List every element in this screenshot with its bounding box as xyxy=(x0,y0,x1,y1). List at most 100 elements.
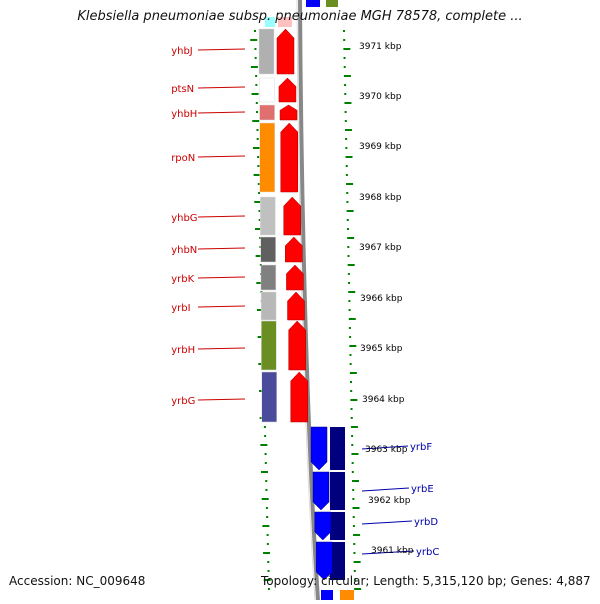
gene-arrow-yhbH[interactable] xyxy=(279,104,298,121)
gene-arrow-yrbI[interactable] xyxy=(287,291,305,321)
gene-arrow-yrbD[interactable] xyxy=(314,511,332,541)
gene-label-yrbD[interactable]: yrbD xyxy=(414,517,438,528)
tick-mark xyxy=(349,354,352,356)
cog-bar-yrbE xyxy=(330,472,345,510)
tick-mark xyxy=(352,507,360,509)
tick-mark xyxy=(345,174,348,176)
cog-color-bars xyxy=(258,0,354,600)
gene-label-yrbC[interactable]: yrbC xyxy=(416,547,439,558)
tick-mark xyxy=(348,309,351,311)
gene-label-yhbH[interactable]: yhbH xyxy=(171,109,197,120)
gene-arrow-yrbK[interactable] xyxy=(286,264,304,291)
tick-mark xyxy=(353,552,356,554)
gene-label-rpoN[interactable]: rpoN xyxy=(171,153,195,164)
tick-mark xyxy=(345,138,348,140)
tick-mark xyxy=(345,156,353,158)
cog-bar-rpoN xyxy=(259,122,276,193)
tick-mark xyxy=(345,147,348,149)
cog-bar-yrbF xyxy=(330,427,345,470)
accession-label: Accession: NC_009648 xyxy=(9,574,146,588)
cog-bar-yrbI xyxy=(260,291,277,321)
gene-label-yrbK[interactable]: yrbK xyxy=(171,274,194,285)
tick-mark xyxy=(257,183,260,185)
tick-mark xyxy=(351,453,359,455)
tick-mark xyxy=(256,129,259,131)
gene-arrow-rpoN[interactable] xyxy=(280,122,299,193)
tick-mark xyxy=(348,327,351,329)
gene-arrow-partial[interactable] xyxy=(306,0,320,7)
ruler-label: 3969 kbp xyxy=(359,142,402,152)
tick-mark xyxy=(264,453,267,455)
tick-mark xyxy=(261,471,269,473)
gene-arrow-yhbJ[interactable] xyxy=(276,28,295,75)
leader-line xyxy=(197,48,246,51)
tick-mark xyxy=(353,534,361,536)
cog-bar-ptsN xyxy=(259,77,275,103)
gene-arrow-ptsN[interactable] xyxy=(278,77,297,103)
leader-line xyxy=(197,111,246,114)
cog-bar-yhbN xyxy=(260,236,276,263)
tick-mark xyxy=(265,480,268,482)
gene-arrow-yhbG[interactable] xyxy=(283,196,301,236)
tick-mark xyxy=(348,282,351,284)
map-title: Klebsiella pneumoniae subsp. pneumoniae … xyxy=(77,9,523,24)
gene-arrow-yrbC[interactable] xyxy=(315,541,333,581)
leader-line xyxy=(197,86,246,89)
tick-mark xyxy=(346,201,349,203)
ruler-label: 3963 kbp xyxy=(365,445,408,455)
gene-arrows xyxy=(276,0,333,600)
gene-arrow-yhbN[interactable] xyxy=(285,236,303,263)
backbone-line xyxy=(298,0,320,601)
tick-mark xyxy=(343,75,351,77)
leader-line xyxy=(197,347,246,350)
tick-mark xyxy=(259,246,262,248)
gene-label-yrbI[interactable]: yrbI xyxy=(171,303,190,314)
tick-mark xyxy=(348,300,351,302)
tick-mark xyxy=(256,282,264,284)
tick-mark xyxy=(344,120,347,122)
leader-line xyxy=(361,550,415,555)
gene-label-yhbG[interactable]: yhbG xyxy=(171,213,197,224)
tick-mark xyxy=(346,228,349,230)
gene-arrow-partial[interactable] xyxy=(321,590,333,600)
cog-bar-yrbK xyxy=(260,264,277,291)
gene-arrow-yrbG[interactable] xyxy=(290,371,308,423)
tick-mark xyxy=(352,498,355,500)
gene-label-yhbJ[interactable]: yhbJ xyxy=(171,46,193,57)
genome-summary: Topology: circular; Length: 5,315,120 bp… xyxy=(261,574,591,588)
tick-mark xyxy=(255,84,258,86)
gene-label-ptsN[interactable]: ptsN xyxy=(171,84,194,95)
cog-bar-yrbC xyxy=(330,542,345,580)
gene-label-yrbF[interactable]: yrbF xyxy=(410,442,432,453)
tick-mark xyxy=(253,174,261,176)
tick-mark xyxy=(254,201,262,203)
cog-bar-yrbD xyxy=(330,512,345,540)
gene-label-yhbN[interactable]: yhbN xyxy=(171,245,197,256)
leader-line xyxy=(361,520,413,525)
gene-arrow-yrbF[interactable] xyxy=(310,426,328,471)
tick-mark xyxy=(260,444,268,446)
cog-bar-yrbH xyxy=(261,320,277,371)
gene-label-yrbG[interactable]: yrbG xyxy=(171,396,195,407)
tick-mark xyxy=(266,543,269,545)
tick-mark xyxy=(348,318,356,320)
tick-mark xyxy=(255,102,258,104)
tick-mark xyxy=(347,237,355,239)
tick-mark xyxy=(344,93,347,95)
gene-arrow-yrbH[interactable] xyxy=(288,320,306,371)
tick-mark xyxy=(350,417,353,419)
tick-mark xyxy=(343,48,351,50)
tick-mark xyxy=(351,462,354,464)
tick-mark xyxy=(347,264,355,266)
gene-label-yrbE[interactable]: yrbE xyxy=(411,484,434,495)
tick-mark xyxy=(251,93,259,95)
gene-label-yrbH[interactable]: yrbH xyxy=(171,345,195,356)
tick-mark xyxy=(351,471,354,473)
tick-mark xyxy=(345,165,348,167)
gene-arrow-yrbE[interactable] xyxy=(312,471,330,511)
cog-tile xyxy=(265,17,275,27)
tick-mark xyxy=(351,444,354,446)
tick-mark xyxy=(354,588,362,590)
